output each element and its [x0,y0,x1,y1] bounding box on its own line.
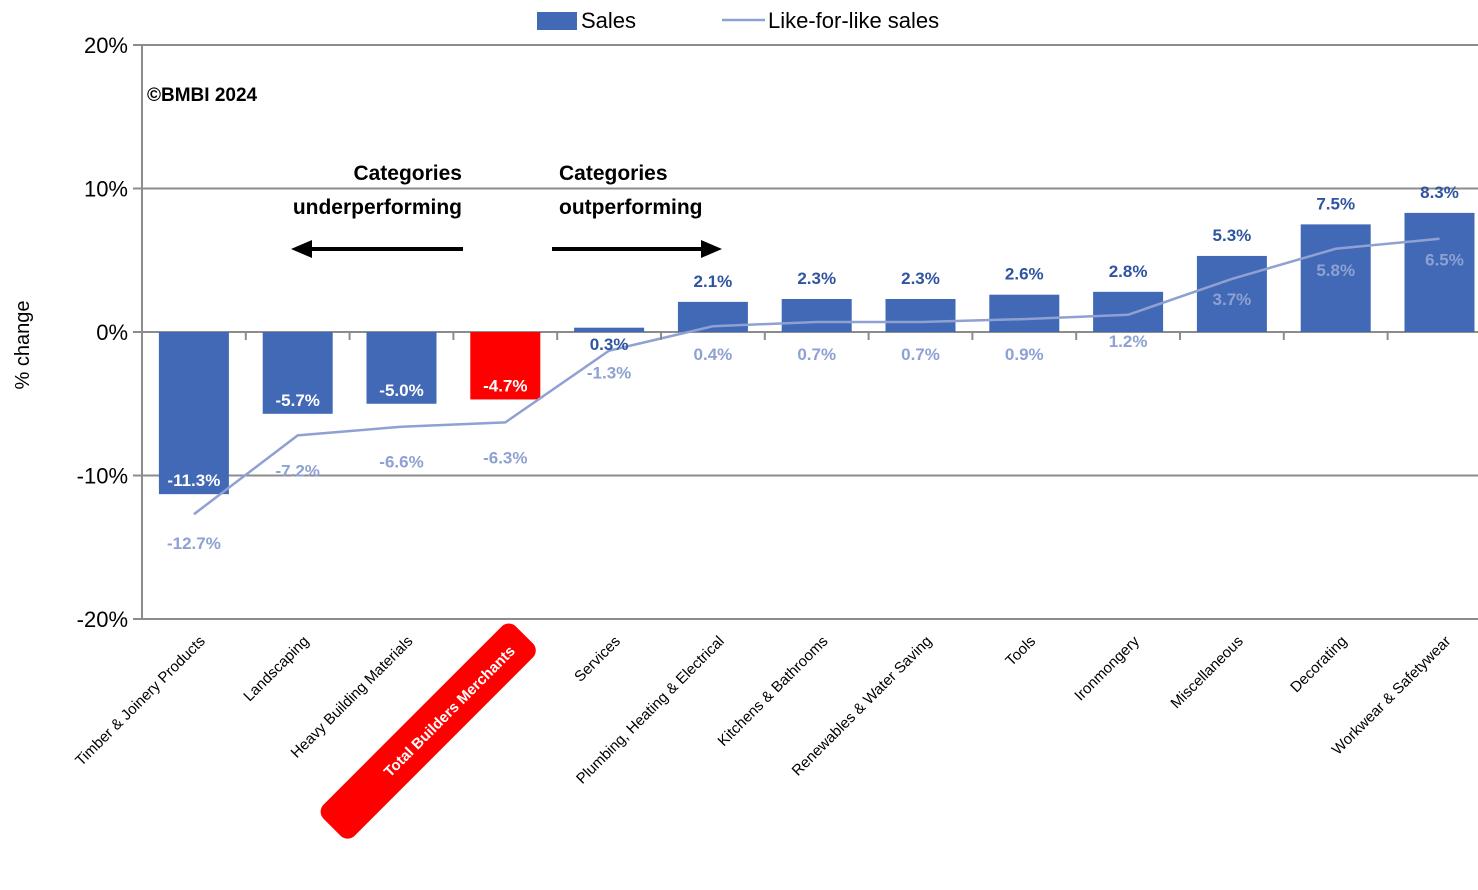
right-arrow-head [701,240,722,258]
category-label: Ironmongery [1071,632,1143,704]
y-axis-title: % change [12,301,34,390]
sales-bar [574,327,645,332]
annotation-right-line1: Categories [559,162,668,185]
sales-bar [262,332,333,414]
sales-data-label: -4.7% [483,376,527,395]
legend: Sales Like-for-like sales [537,8,939,33]
category-label: Decorating [1287,633,1350,696]
lfl-data-label: 0.7% [901,345,940,364]
lfl-data-label: -6.3% [483,448,527,467]
sales-bar [366,332,437,404]
sales-data-label: 5.3% [1213,226,1252,245]
sales-data-label: -11.3% [167,471,220,490]
sales-bar [885,298,956,332]
y-tick-labels: 20% 10% 0% -10% -20% [77,33,128,632]
sales-bar [470,332,541,400]
highlight-badge-background [320,623,536,839]
lfl-data-label: -6.6% [379,453,423,472]
legend-lfl-label: Like-for-like sales [768,8,939,33]
lfl-data-label: 0.7% [797,345,836,364]
sales-bar [1093,291,1164,332]
sales-data-label: -5.0% [379,381,423,400]
lfl-data-label: -7.2% [275,461,319,480]
category-labels: Timber & Joinery Products LandscapingHeav… [72,623,1455,839]
lfl-data-label: 1.2% [1109,332,1148,351]
lfl-data-label: 0.9% [1005,345,1044,364]
annotation-outperforming: Categories outperforming [552,162,722,258]
sales-bar [158,332,229,495]
category-label: Total Builders Merchants [381,643,519,781]
sales-data-label: 2.3% [901,269,940,288]
category-label: Timber & Joinery Products [72,633,209,770]
sales-bar [989,294,1060,332]
left-arrow-head [291,240,312,258]
legend-sales-label: Sales [581,8,636,33]
y-tick-label: -10% [77,464,128,489]
y-tick-label: 10% [84,177,128,202]
sales-bar [1404,212,1475,332]
lfl-data-label: 0.4% [694,345,733,364]
lfl-data-label: 5.8% [1316,261,1355,280]
annotation-underperforming: Categories underperforming [291,162,463,258]
sales-data-label: 2.6% [1005,265,1044,284]
category-label: Services [571,633,624,686]
sales-data-label: 7.5% [1316,194,1355,213]
sales-bar [1300,224,1371,332]
annotation-right-line2: outperforming [559,196,702,219]
lfl-data-label: 6.5% [1425,251,1464,270]
y-tick-label: -20% [77,607,128,632]
like-for-like-line-layer [193,237,1440,516]
copyright-note: ©BMBI 2024 [147,85,258,106]
y-tick-label: 0% [96,320,128,345]
lfl-data-label: -12.7% [167,534,221,553]
bars [158,212,1475,495]
lfl-data-label: -1.3% [587,364,631,383]
category-label: Miscellaneous [1167,633,1246,712]
category-label: Kitchens & Bathrooms [715,633,832,750]
data-labels: -11.3% -5.7% -5.0% -4.7% 0.3% 2.1% 2.3% 2.3% 2.6… [167,183,1464,553]
sales-bar [1196,255,1267,332]
y-tick-label: 20% [84,33,128,58]
sales-data-label: -5.7% [275,391,319,410]
axes [141,45,1389,619]
annotation-left-line2: underperforming [293,196,462,219]
sales-data-label: 0.3% [590,335,629,354]
like-for-like-line [193,237,1440,516]
sales-data-label: 2.3% [797,269,836,288]
category-label: Landscaping [240,633,312,705]
highlight-category-badge: Total Builders Merchants [320,623,536,839]
lfl-data-label: 3.7% [1213,290,1252,309]
sales-data-label: 8.3% [1420,183,1459,202]
annotation-left-line1: Categories [353,162,462,185]
legend-sales-swatch [537,12,577,30]
sales-bar [781,298,852,332]
category-label: Tools [1002,633,1039,670]
sales-data-label: 2.8% [1109,262,1148,281]
sales-data-label: 2.1% [694,272,733,291]
category-label: Workwear & Safetywear [1329,633,1455,759]
